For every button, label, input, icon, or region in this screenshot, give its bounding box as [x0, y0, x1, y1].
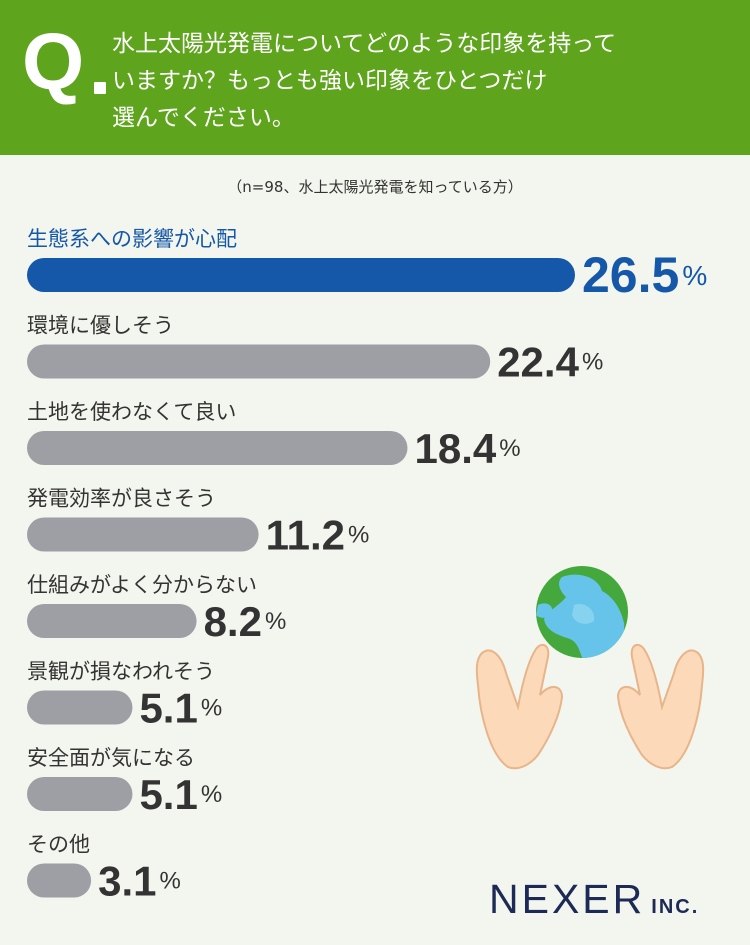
- value-label: 3.1%: [98, 857, 181, 904]
- bar: [27, 690, 133, 725]
- bar: [27, 431, 408, 465]
- value-label: 22.4%: [497, 338, 603, 385]
- bar: [27, 517, 259, 552]
- value-label: 5.1%: [139, 771, 222, 818]
- category-label: 生態系への影響が心配: [27, 227, 237, 251]
- value-label: 18.4%: [414, 425, 520, 472]
- q-dot: [94, 82, 106, 94]
- sample-note: （n=98、水上太陽光発電を知っている方）: [227, 178, 523, 196]
- value-label: 8.2%: [204, 598, 287, 645]
- logo-suffix: INC.: [651, 896, 700, 918]
- question-text: 水上太陽光発電についてどのような印象を持って いますか？もっとも強い印象をひとつ…: [112, 31, 617, 131]
- value-label: 11.2%: [266, 511, 370, 558]
- q-mark: Q: [22, 17, 85, 106]
- logo-name: NEXER: [489, 876, 646, 922]
- category-label: 発電効率が良さそう: [27, 487, 216, 511]
- category-label: 土地を使わなくて良い: [27, 400, 236, 424]
- bar: [27, 777, 133, 811]
- bar: [27, 344, 491, 379]
- category-label: 安全面が気になる: [27, 746, 195, 770]
- bar: [27, 863, 92, 898]
- bar: [27, 258, 575, 292]
- category-label: 仕組みがよく分からない: [27, 573, 257, 597]
- nexer-logo: NEXER INC.: [489, 876, 699, 923]
- question-header: Q 水上太陽光発電についてどのような印象を持って いますか？もっとも強い印象をひ…: [0, 0, 750, 155]
- value-label: 5.1%: [139, 684, 222, 731]
- hands-holding-earth-icon: [475, 566, 705, 770]
- category-label: 景観が損なわれそう: [27, 660, 215, 684]
- value-label: 26.5%: [582, 247, 707, 303]
- category-label: 環境に優しそう: [27, 314, 174, 338]
- category-label: その他: [27, 833, 90, 857]
- bar: [27, 604, 197, 638]
